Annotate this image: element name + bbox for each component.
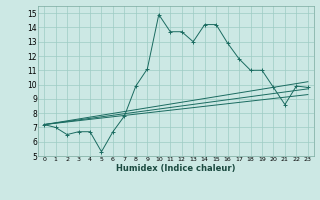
X-axis label: Humidex (Indice chaleur): Humidex (Indice chaleur) [116, 164, 236, 173]
